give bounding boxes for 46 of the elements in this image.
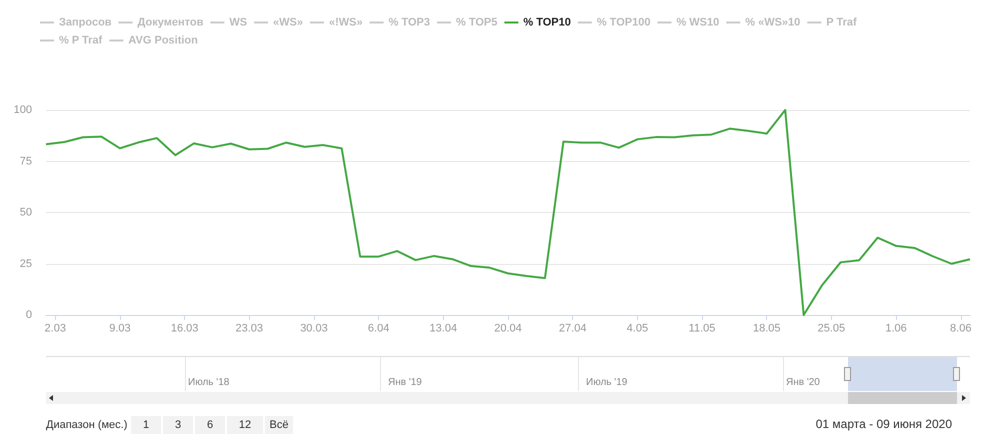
text: Янв '19 (388, 377, 422, 388)
text: 01 марта - 09 июня 2020 (816, 417, 952, 431)
x-tick-label: 2.03 (44, 322, 66, 334)
y-tick-label: 50 (20, 206, 32, 218)
legend-label: % WS10 (676, 16, 720, 28)
text: 6 (195, 416, 225, 434)
legend-label: % TOP3 (388, 16, 430, 28)
x-tick-label: 9.03 (109, 322, 131, 334)
legend-label: Запросов (59, 16, 112, 28)
x-tick-label: 27.04 (558, 322, 586, 334)
legend-label: % TOP10 (523, 16, 571, 28)
line-series (45, 109, 971, 316)
x-tick-label: 4.05 (626, 322, 648, 334)
text: 3 (163, 416, 193, 434)
y-tick-label: 75 (20, 155, 32, 168)
x-tick-label: 11.05 (688, 322, 716, 334)
legend-label: AVG Position (128, 34, 198, 46)
x-tick-label: 1.06 (885, 322, 907, 334)
x-tick-label: 25.05 (818, 322, 846, 334)
text: 12 (227, 416, 263, 434)
legend-label: % TOP100 (596, 16, 650, 28)
legend-label: «WS» (273, 16, 304, 28)
legend-label: P Traf (826, 16, 857, 28)
x-tick-label: 6.04 (368, 322, 390, 334)
text: Диапазон (мес.) (46, 419, 128, 431)
y-tick-label: 100 (14, 104, 32, 116)
x-tick-label: 13.04 (430, 322, 458, 334)
text: Всё (265, 416, 293, 434)
text: Янв '20 (786, 377, 820, 388)
x-tick-label: 30.03 (300, 322, 328, 334)
legend-label: WS (229, 16, 248, 28)
legend-label: Документов (138, 16, 204, 28)
y-tick-label: 0 (26, 309, 32, 321)
legend-label: % TOP5 (456, 16, 498, 28)
legend-label: «!WS» (329, 16, 363, 28)
legend-label: % P Traf (59, 34, 103, 46)
y-tick-label: 25 (20, 258, 32, 270)
x-tick-label: 18.05 (752, 322, 780, 334)
x-tick-label: 16.03 (170, 322, 198, 334)
text: Июль '19 (586, 377, 628, 388)
x-tick-label: 20.04 (494, 322, 522, 334)
text: Июль '18 (188, 377, 230, 388)
legend-label: % «WS»10 (745, 16, 800, 28)
x-tick-label: 23.03 (236, 322, 264, 334)
x-tick-label: 8.06 (950, 322, 972, 334)
text: 1 (131, 416, 161, 434)
